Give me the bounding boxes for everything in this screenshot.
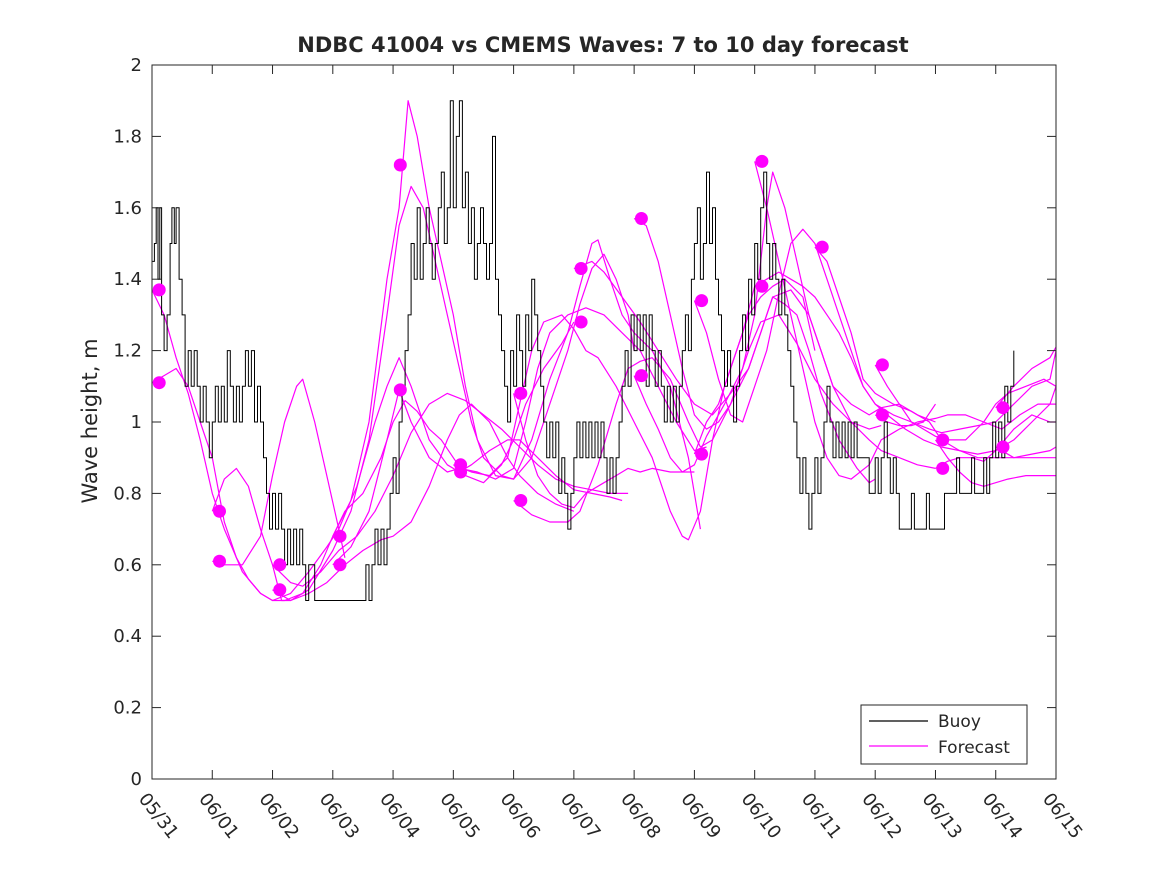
y-tick-label: 2	[131, 55, 142, 76]
forecast-marker	[454, 465, 468, 479]
y-tick-label: 1.8	[113, 126, 142, 147]
forecast-line	[935, 414, 1056, 469]
forecast-marker	[152, 376, 166, 390]
legend: Buoy Forecast	[860, 704, 1028, 765]
forecast-line	[272, 185, 635, 602]
forecast-marker	[574, 315, 588, 329]
forecast-line	[814, 246, 1057, 459]
forecast-marker	[936, 433, 950, 447]
y-tick-label: 1.2	[113, 341, 142, 362]
forecast-marker	[333, 529, 347, 543]
forecast-marker	[996, 440, 1010, 454]
forecast-line	[633, 171, 936, 473]
forecast-marker	[333, 558, 347, 572]
forecast-marker	[273, 583, 287, 597]
forecast-line	[693, 228, 1057, 434]
forecast-line	[151, 289, 575, 602]
y-axis-label: Wave height, m	[78, 338, 102, 503]
forecast-marker	[634, 212, 648, 225]
y-tick-label: 1	[131, 412, 142, 433]
forecast-line	[874, 403, 936, 427]
forecast-marker	[213, 504, 226, 518]
forecast-marker	[875, 408, 889, 422]
forecast-marker	[996, 401, 1010, 415]
forecast-marker	[815, 240, 829, 254]
y-tick-label: 0.2	[113, 698, 142, 719]
y-ticks: 0 0.2 0.4 0.6 0.8 1 1.2 1.4 1.6 1.8 2	[113, 55, 1056, 790]
forecast-line	[995, 446, 1056, 459]
forecast-marker	[875, 358, 889, 372]
legend-box	[860, 704, 1028, 765]
forecast-marker	[393, 158, 407, 172]
forecast-marker	[755, 279, 769, 293]
y-tick-label: 0.4	[113, 626, 142, 647]
forecast-marker	[634, 369, 648, 383]
chart-title: NDBC 41004 vs CMEMS Waves: 7 to 10 day f…	[297, 33, 908, 57]
forecast-line	[212, 378, 346, 566]
forecast-marker	[695, 294, 709, 308]
forecast-line	[874, 364, 1057, 441]
forecast-line	[513, 393, 695, 509]
forecast-line	[693, 271, 1057, 455]
forecast-marker	[514, 386, 528, 400]
legend-label-forecast: Forecast	[938, 738, 1010, 758]
legend-label-buoy: Buoy	[938, 712, 981, 732]
forecast-marker	[695, 447, 709, 461]
forecast-line	[332, 307, 707, 566]
y-tick-label: 1.4	[113, 269, 142, 290]
forecast-marker	[574, 262, 588, 275]
forecast-marker	[393, 383, 407, 397]
plot-data-layer	[151, 100, 1057, 602]
y-tick-label: 0.8	[113, 483, 142, 504]
y-tick-label: 0.6	[113, 555, 142, 576]
forecast-marker	[273, 558, 287, 572]
buoy-line	[152, 100, 1015, 601]
forecast-line	[332, 100, 701, 537]
forecast-marker	[213, 554, 226, 568]
forecast-marker	[755, 154, 769, 168]
y-tick-label: 0	[131, 769, 142, 790]
forecast-marker	[152, 283, 166, 297]
forecast-line	[272, 392, 629, 587]
forecast-line	[151, 357, 623, 602]
y-tick-label: 1.6	[113, 198, 142, 219]
forecast-marker	[936, 461, 950, 475]
forecast-marker	[514, 494, 528, 507]
